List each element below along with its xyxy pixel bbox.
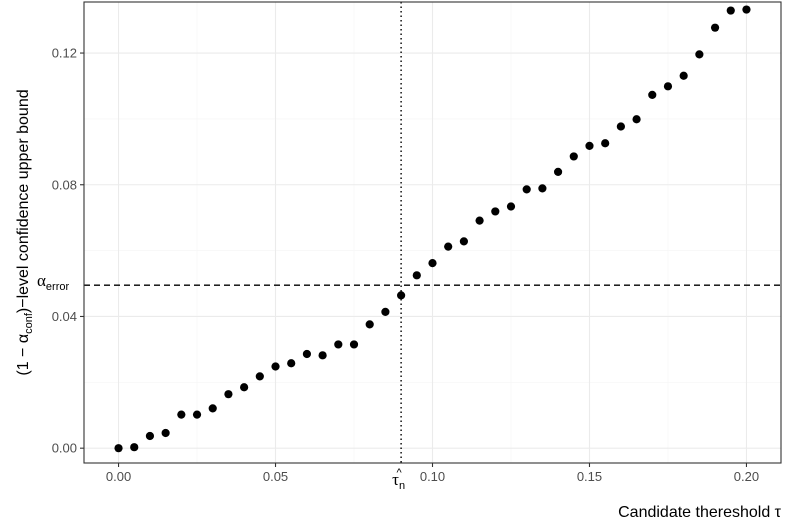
x-tick-label: 0.20 <box>734 469 759 484</box>
data-point <box>475 216 484 225</box>
data-point <box>224 390 233 399</box>
data-point <box>208 404 217 413</box>
data-point <box>334 340 343 349</box>
data-point <box>632 115 641 124</box>
data-point <box>318 351 327 360</box>
y-tick-label: 0.08 <box>52 177 77 192</box>
data-point <box>601 139 610 148</box>
data-point <box>192 410 202 419</box>
data-point <box>444 242 453 251</box>
data-point <box>569 152 578 161</box>
data-point <box>412 271 421 280</box>
data-point <box>177 410 186 419</box>
data-point <box>271 362 280 371</box>
tau-hat-accent: ^ <box>397 467 403 479</box>
x-tick-label: 0.05 <box>263 469 288 484</box>
y-axis-title-post: )−level confidence upper bound <box>15 89 32 313</box>
x-tick-label: 0.10 <box>420 469 445 484</box>
tau-subscript: n <box>399 480 405 492</box>
data-points <box>114 5 751 453</box>
data-point <box>459 237 468 246</box>
data-point <box>648 90 657 99</box>
data-point <box>663 82 673 91</box>
data-point <box>161 428 170 438</box>
x-tick-label: 0.00 <box>106 469 131 484</box>
data-point <box>349 340 359 349</box>
data-point <box>522 185 531 194</box>
y-axis-title-pre: (1 − α <box>15 334 32 376</box>
data-point <box>679 71 688 80</box>
y-axis-title: (1 − αconf)−level confidence upper bound <box>15 89 35 375</box>
data-point <box>616 122 625 131</box>
x-axis-ticks: 0.00 0.05 0.10 0.15 0.20 <box>106 463 759 484</box>
data-point <box>538 184 547 193</box>
y-tick-label: 0.00 <box>52 441 77 456</box>
data-point <box>130 443 139 452</box>
alpha-error-subscript: error <box>46 281 70 293</box>
data-point <box>381 307 390 316</box>
data-point <box>726 6 735 15</box>
data-point <box>710 23 720 32</box>
x-axis-title: Candidate thereshold τ <box>618 504 782 521</box>
data-point <box>240 383 249 392</box>
data-point <box>695 50 704 59</box>
data-point <box>365 320 374 329</box>
alpha-error-symbol: α <box>37 271 46 290</box>
data-point <box>428 259 437 268</box>
tau-hat-label: τn <box>392 470 405 492</box>
y-axis-ticks: 0.00 0.04 0.08 0.12 <box>52 46 84 456</box>
tau-symbol: τ <box>392 470 399 489</box>
x-tick-label: 0.15 <box>577 469 602 484</box>
data-point <box>255 372 264 381</box>
data-point <box>114 444 123 453</box>
data-point <box>302 349 312 359</box>
data-point <box>397 291 406 300</box>
data-point <box>585 141 594 150</box>
data-point <box>491 207 500 216</box>
alpha-error-label: αerror <box>37 271 69 293</box>
grid <box>84 2 781 463</box>
data-point <box>506 202 516 211</box>
data-point <box>287 359 296 368</box>
data-point <box>553 167 563 177</box>
reference-lines <box>84 2 781 463</box>
y-tick-label: 0.12 <box>52 46 77 61</box>
data-point <box>145 431 155 441</box>
y-axis-title-sub: conf <box>23 312 35 334</box>
y-tick-label: 0.04 <box>52 309 77 324</box>
data-point <box>742 5 751 14</box>
